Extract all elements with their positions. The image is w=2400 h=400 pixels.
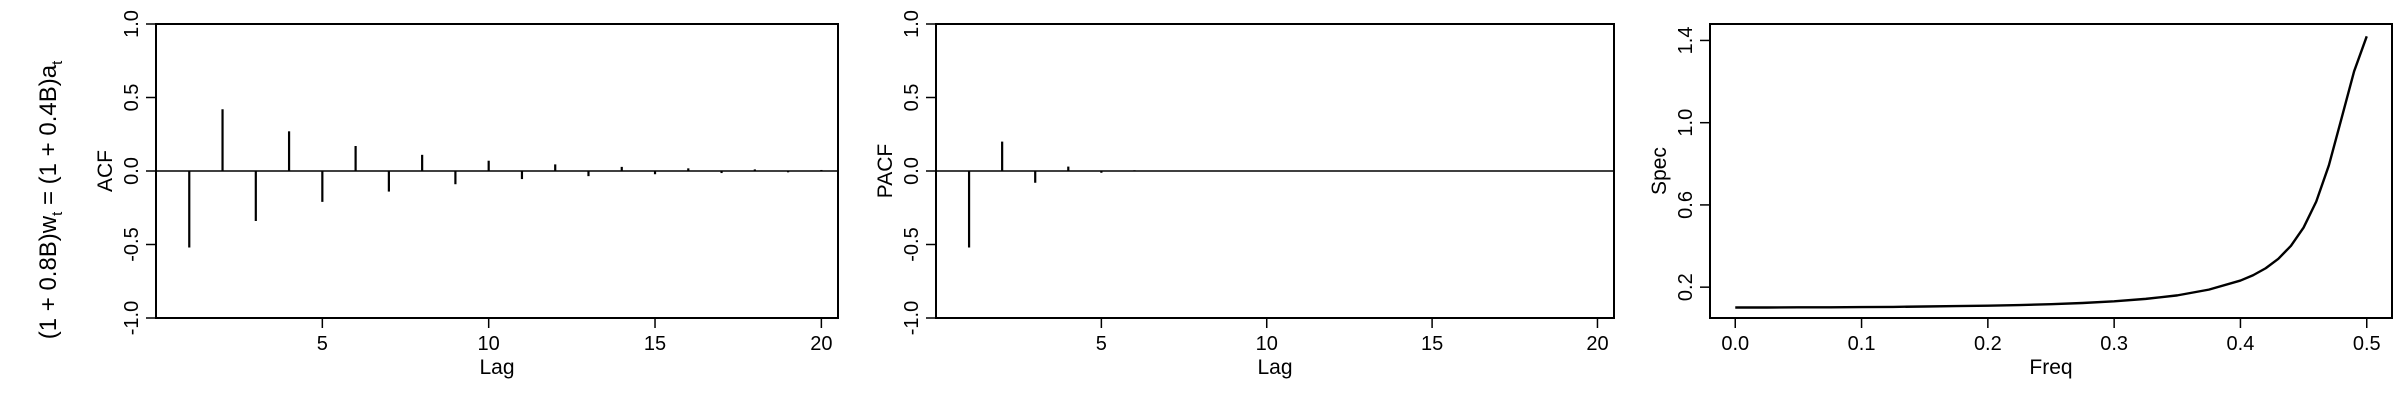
pacf-x-axis-title: Lag bbox=[1257, 356, 1292, 379]
spec-x-tick-label: 0.5 bbox=[2353, 333, 2381, 355]
spec-x-tick-label: 0.0 bbox=[1721, 333, 1749, 355]
acf-x-tick-label: 20 bbox=[810, 333, 832, 355]
spectrum-panel: 0.0 0.1 0.2 0.3 0.4 0.5 0.2 0.6 1.0 1.4 Freq Spec bbox=[1648, 23, 2393, 379]
equation-left: (1 + 0.8B)w bbox=[35, 215, 62, 339]
pacf-panel: 5 10 15 20 -1.0 -0.5 0.0 0.5 1.0 Lag PACF bbox=[874, 10, 1615, 379]
spec-density-curve bbox=[1735, 35, 2368, 309]
pacf-y-axis-title: PACF bbox=[874, 144, 897, 198]
spec-plot-frame bbox=[1709, 23, 2393, 319]
spec-y-axis-title: Spec bbox=[1648, 147, 1671, 195]
acf-x-axis-title: Lag bbox=[479, 356, 514, 379]
acf-x-tick-label: 5 bbox=[317, 333, 328, 355]
spec-x-tick-label: 0.1 bbox=[1848, 333, 1876, 355]
acf-panel: 5 10 15 20 -1.0 -0.5 0.0 0.5 1.0 Lag ACF bbox=[94, 10, 839, 379]
equation-middle: = (1 + 0.4B)a bbox=[35, 64, 62, 211]
acf-y-tick-label: 0.0 bbox=[121, 157, 143, 185]
pacf-y-tick-label: 0.5 bbox=[901, 84, 923, 112]
pacf-y-tick-label: 1.0 bbox=[901, 10, 923, 38]
acf-x-tick-label: 15 bbox=[644, 333, 666, 355]
acf-y-tick-label: -0.5 bbox=[121, 227, 143, 261]
spec-y-tick-label: 0.2 bbox=[1675, 273, 1697, 301]
pacf-y-tick-label: -0.5 bbox=[901, 227, 923, 261]
spec-y-tick-label: 1.4 bbox=[1675, 27, 1697, 55]
spec-x-tick-label: 0.3 bbox=[2100, 333, 2128, 355]
acf-y-axis-title: ACF bbox=[94, 150, 117, 192]
pacf-y-tick-label: -1.0 bbox=[901, 301, 923, 335]
acf-x-tick-label: 10 bbox=[478, 333, 500, 355]
equation-sub-2: t bbox=[49, 60, 66, 65]
equation-sub-1: t bbox=[49, 211, 66, 216]
pacf-x-tick-label: 5 bbox=[1096, 333, 1107, 355]
acf-y-tick-label: 0.5 bbox=[121, 84, 143, 112]
spec-x-axis-title: Freq bbox=[2029, 356, 2072, 379]
model-equation-label: (1 + 0.8B)wt = (1 + 0.4B)at bbox=[35, 60, 66, 339]
pacf-y-tick-label: 0.0 bbox=[901, 157, 923, 185]
pacf-x-tick-label: 10 bbox=[1256, 333, 1278, 355]
spec-x-tick-label: 0.2 bbox=[1974, 333, 2002, 355]
acf-y-tick-label: 1.0 bbox=[121, 10, 143, 38]
spec-x-tick-label: 0.4 bbox=[2227, 333, 2255, 355]
spec-y-tick-label: 0.6 bbox=[1675, 191, 1697, 219]
acf-y-tick-label: -1.0 bbox=[121, 301, 143, 335]
pacf-x-tick-label: 15 bbox=[1421, 333, 1443, 355]
pacf-x-tick-label: 20 bbox=[1586, 333, 1608, 355]
spec-y-tick-label: 1.0 bbox=[1675, 109, 1697, 137]
